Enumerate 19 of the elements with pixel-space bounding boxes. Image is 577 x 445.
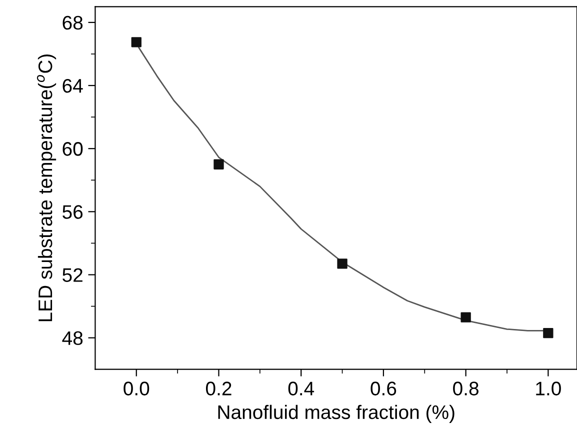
point — [460, 312, 471, 322]
x-axis-title: Nanofluid mass fraction (%) — [218, 404, 454, 423]
x-tick-label: 1.0 — [536, 382, 561, 396]
x-tick-label: 0.6 — [370, 382, 396, 396]
x-tick-label: 0.8 — [453, 382, 478, 396]
y-tick-label: 48 — [62, 331, 83, 346]
x-tick-label: 0.0 — [124, 382, 150, 396]
y-axis-title: LED substrate temperature($^{o}$C) — [36, 54, 56, 322]
y-tick-label: 68 — [62, 16, 83, 30]
point — [543, 328, 554, 338]
y-tick-label: 56 — [62, 205, 83, 219]
x-tick-label: 0.4 — [288, 382, 314, 396]
x-tick-label: 0.2 — [206, 382, 232, 396]
y-tick-label: 64 — [62, 78, 83, 93]
y-tick-label: 52 — [62, 268, 82, 282]
point — [214, 159, 224, 170]
y-tick-label: 60 — [62, 142, 83, 156]
point — [131, 37, 142, 48]
point — [337, 258, 348, 269]
